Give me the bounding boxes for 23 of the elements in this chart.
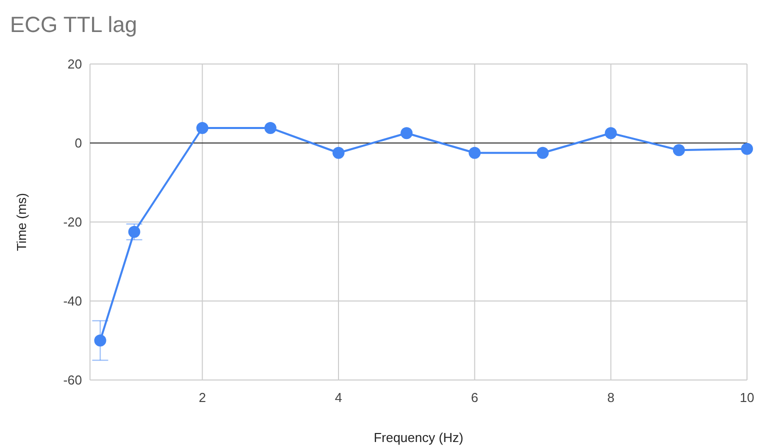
- chart-title: ECG TTL lag: [10, 12, 138, 37]
- y-tick-label: -40: [63, 294, 82, 309]
- point: [332, 146, 345, 159]
- point: [196, 122, 208, 134]
- y-tick-label: 0: [74, 136, 82, 151]
- x-tick-label: 2: [198, 390, 206, 405]
- y-axis-title: Time (ms): [14, 192, 29, 252]
- point: [741, 142, 753, 155]
- y-tick-label: -60: [63, 372, 82, 388]
- point: [468, 146, 481, 159]
- x-axis-title: Frequency (Hz): [374, 430, 464, 445]
- point: [400, 127, 413, 140]
- x-tick-label: 4: [334, 390, 342, 405]
- point: [264, 122, 276, 134]
- x-tick-label: 8: [607, 390, 614, 405]
- y-tick-label: 20: [68, 56, 82, 72]
- x-tick-label: 6: [471, 390, 478, 405]
- point: [536, 146, 549, 159]
- point: [94, 334, 106, 346]
- y-tick-label: -20: [63, 214, 82, 230]
- x-tick-label: 10: [740, 390, 754, 405]
- point: [672, 144, 685, 156]
- point: [604, 127, 617, 140]
